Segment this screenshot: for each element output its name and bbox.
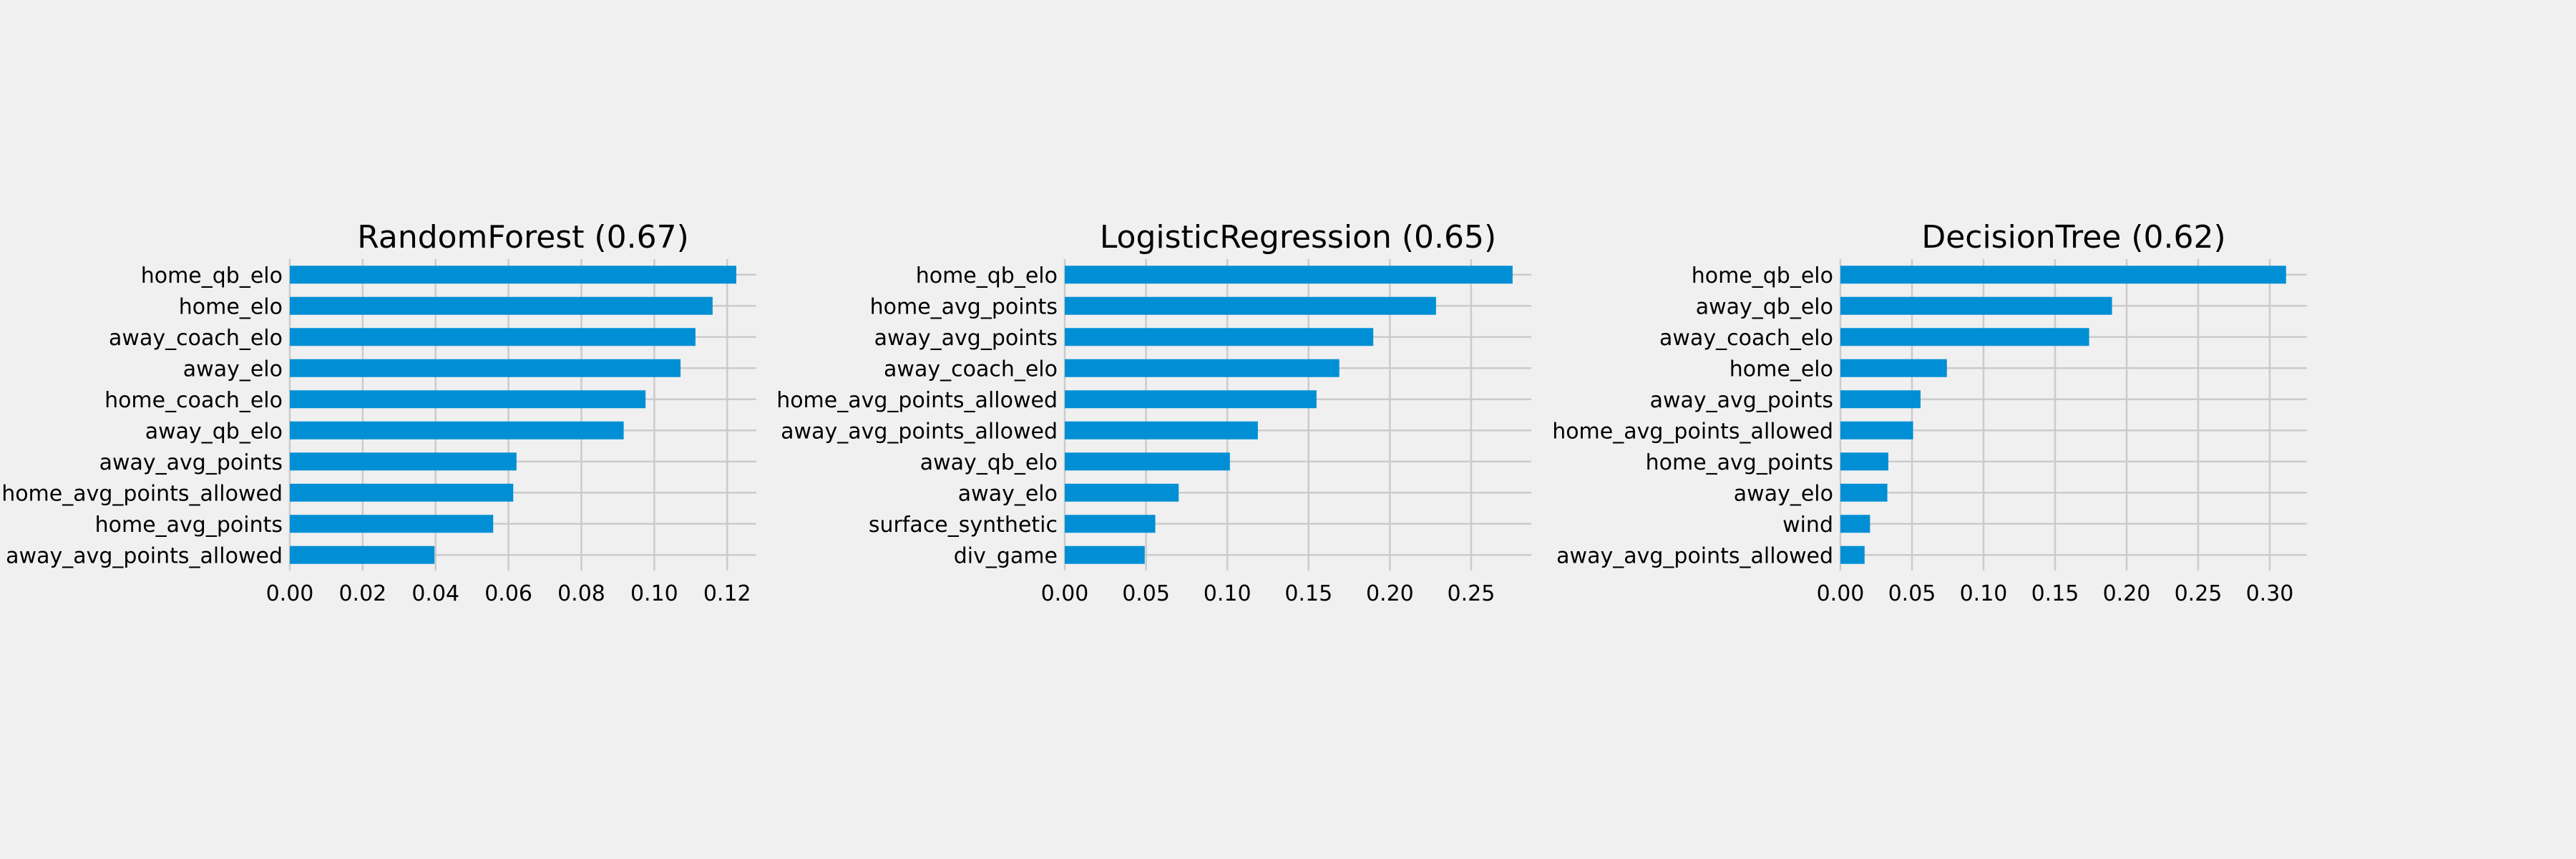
x-tick-label: 0.05 (1122, 581, 1170, 606)
x-tick-label: 0.30 (2246, 581, 2294, 606)
y-tick-label: home_avg_points (1646, 450, 1833, 475)
bar (1065, 359, 1340, 377)
chart-title: DecisionTree (0.62) (1921, 219, 2225, 256)
bar (1065, 328, 1374, 346)
y-tick-label: home_elo (179, 294, 283, 319)
y-tick-label: away_avg_points_allowed (781, 419, 1058, 444)
y-tick-label: away_elo (1734, 481, 1833, 506)
bar (1840, 545, 1865, 564)
y-tick-label: home_avg_points_allowed (1, 481, 283, 506)
bar (1065, 452, 1230, 471)
bar (1065, 545, 1145, 564)
y-tick-label: away_elo (183, 356, 283, 382)
panel-randomforest: RandomForest (0.67) 0.00 0.02 0.04 0.06 0.08… (1, 219, 756, 606)
x-tick-label: 0.08 (557, 581, 605, 606)
x-tick-label: 0.06 (484, 581, 532, 606)
y-tick-label: away_coach_elo (884, 356, 1058, 382)
x-tick-label: 0.15 (1284, 581, 1332, 606)
y-tick-label: home_qb_elo (916, 263, 1058, 288)
bar (1840, 359, 1947, 377)
bar (290, 483, 514, 502)
bar (1840, 266, 2286, 284)
x-tick-label: 0.25 (1448, 581, 1496, 606)
y-tick-label: home_qb_elo (141, 263, 283, 288)
y-tick-label: away_avg_points (874, 326, 1058, 351)
bar (1840, 328, 2089, 346)
bar (1840, 421, 1913, 440)
y-tick-label: home_avg_points (95, 513, 283, 538)
x-tick-label: 0.10 (630, 581, 678, 606)
bar (290, 545, 435, 564)
bar (290, 328, 696, 346)
x-tick-label: 0.02 (338, 581, 386, 606)
x-tick-label: 0.12 (703, 581, 751, 606)
y-tick-label: away_coach_elo (1659, 326, 1833, 351)
bar (290, 515, 494, 533)
x-tick-label: 0.20 (1366, 581, 1414, 606)
y-tick-label: home_elo (1729, 356, 1833, 382)
panel-decisiontree: DecisionTree (0.62) 0.00 0.05 0.10 0.15 0.20… (1552, 219, 2307, 606)
y-tick-label: away_avg_points (99, 450, 283, 475)
chart-title: LogisticRegression (0.65) (1100, 219, 1496, 256)
y-tick-label: wind (1782, 513, 1833, 538)
y-tick-label: away_elo (958, 481, 1058, 506)
y-tick-label: away_avg_points_allowed (1556, 543, 1833, 568)
y-tick-label: home_avg_points_allowed (776, 388, 1058, 413)
bar (1065, 483, 1179, 502)
bar (290, 296, 713, 315)
bar (290, 359, 681, 377)
x-tick-label: 0.00 (1817, 581, 1865, 606)
bar (1065, 266, 1513, 284)
bar (290, 266, 736, 284)
bar (1065, 296, 1436, 315)
y-tick-label: home_qb_elo (1692, 263, 1833, 288)
bar (1065, 421, 1258, 440)
y-tick-label: away_avg_points (1650, 388, 1833, 413)
bar (1840, 390, 1921, 409)
y-tick-label: away_qb_elo (920, 450, 1058, 475)
x-tick-label: 0.04 (411, 581, 459, 606)
bar (1840, 452, 1888, 471)
y-tick-label: away_qb_elo (145, 419, 283, 444)
x-tick-label: 0.10 (1204, 581, 1252, 606)
x-tick-label: 0.15 (2031, 581, 2079, 606)
x-tick-label: 0.20 (2103, 581, 2151, 606)
bar (1840, 483, 1888, 502)
y-tick-label: surface_synthetic (869, 513, 1058, 538)
bar (1065, 515, 1156, 533)
y-tick-label: div_game (954, 543, 1058, 568)
y-tick-label: home_coach_elo (104, 388, 283, 413)
x-tick-label: 0.05 (1888, 581, 1936, 606)
panel-logisticregression: LogisticRegression (0.65) 0.00 0.05 0.10 0.… (776, 219, 1531, 606)
bar (290, 390, 646, 409)
bar (1065, 390, 1317, 409)
y-tick-label: home_avg_points_allowed (1552, 419, 1833, 444)
bar (1840, 296, 2112, 315)
x-tick-label: 0.10 (1960, 581, 2008, 606)
x-tick-label: 0.25 (2175, 581, 2223, 606)
y-tick-label: away_qb_elo (1696, 294, 1833, 319)
chart-title: RandomForest (0.67) (357, 219, 688, 256)
x-tick-label: 0.00 (1041, 581, 1089, 606)
bar (290, 421, 624, 440)
bar (290, 452, 517, 471)
x-tick-label: 0.00 (266, 581, 314, 606)
y-tick-label: home_avg_points (870, 294, 1058, 319)
bar (1840, 515, 1870, 533)
y-tick-label: away_avg_points_allowed (6, 543, 283, 568)
y-tick-label: away_coach_elo (109, 326, 283, 351)
